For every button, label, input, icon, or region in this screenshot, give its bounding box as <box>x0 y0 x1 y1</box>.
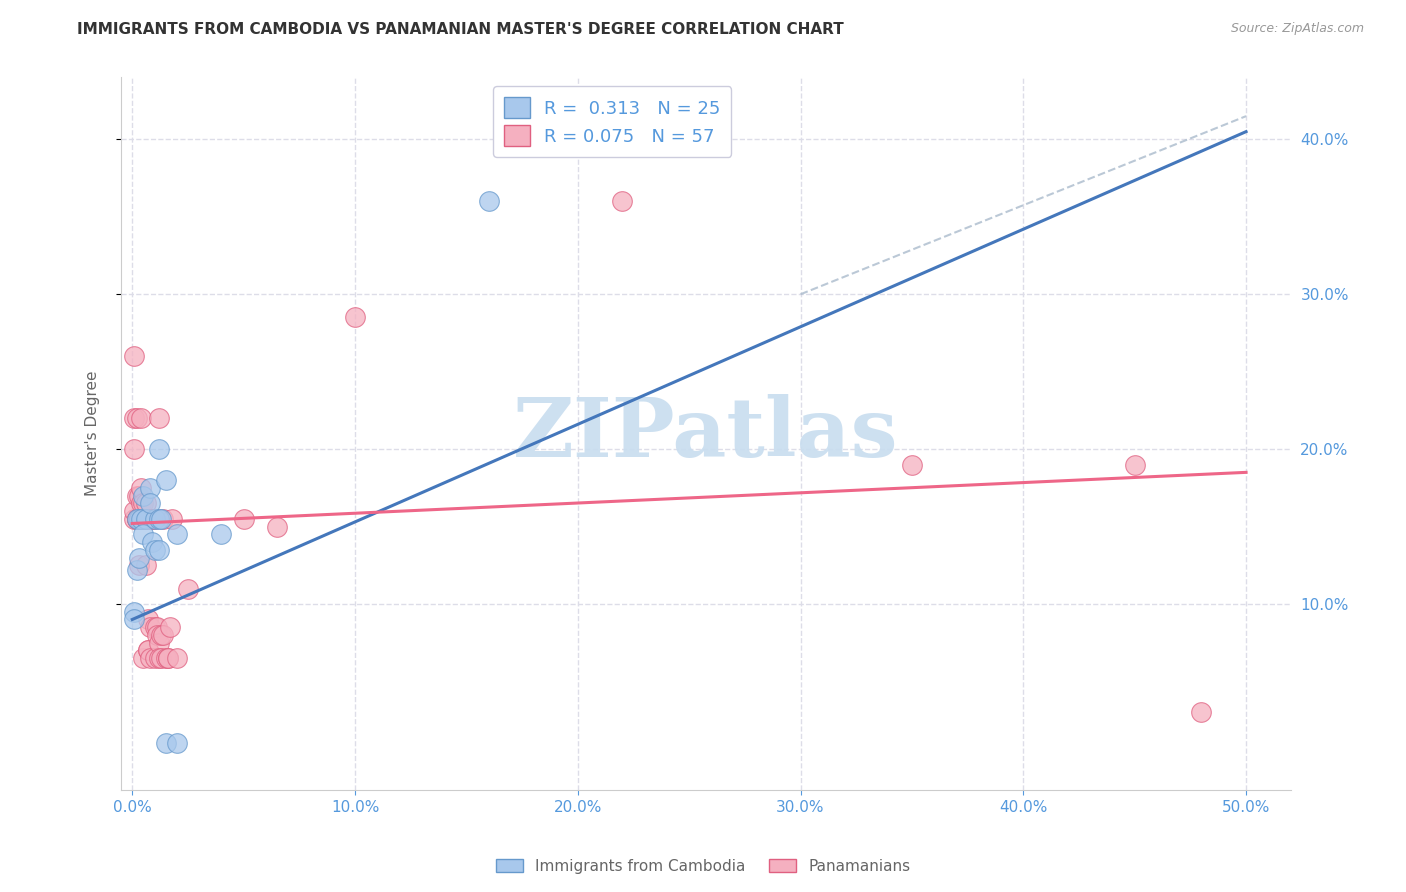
Text: Source: ZipAtlas.com: Source: ZipAtlas.com <box>1230 22 1364 36</box>
Point <box>143 542 166 557</box>
Point <box>125 563 148 577</box>
Point <box>136 643 159 657</box>
Point <box>148 411 170 425</box>
Point <box>232 512 254 526</box>
Point <box>209 527 232 541</box>
Point <box>129 411 152 425</box>
Point <box>159 620 181 634</box>
Point <box>478 194 501 209</box>
Point <box>150 512 173 526</box>
Point <box>124 349 146 363</box>
Point <box>139 481 162 495</box>
Point <box>155 651 177 665</box>
Point <box>148 442 170 457</box>
Point <box>166 651 188 665</box>
Point <box>148 512 170 526</box>
Point <box>125 489 148 503</box>
Point <box>135 512 157 526</box>
Point <box>128 512 150 526</box>
Point <box>129 481 152 495</box>
Point <box>150 651 173 665</box>
Point <box>129 496 152 510</box>
Point <box>141 512 163 526</box>
Text: IMMIGRANTS FROM CAMBODIA VS PANAMANIAN MASTER'S DEGREE CORRELATION CHART: IMMIGRANTS FROM CAMBODIA VS PANAMANIAN M… <box>77 22 844 37</box>
Point <box>143 512 166 526</box>
Point <box>148 636 170 650</box>
Point <box>125 512 148 526</box>
Point <box>124 504 146 518</box>
Point <box>132 496 155 510</box>
Point <box>141 512 163 526</box>
Point <box>135 496 157 510</box>
Point <box>125 411 148 425</box>
Legend: R =  0.313   N = 25, R = 0.075   N = 57: R = 0.313 N = 25, R = 0.075 N = 57 <box>494 87 731 157</box>
Point <box>148 651 170 665</box>
Point <box>128 550 150 565</box>
Point <box>124 442 146 457</box>
Point <box>1191 706 1213 720</box>
Point <box>266 519 288 533</box>
Point <box>166 527 188 541</box>
Point <box>146 620 169 634</box>
Point <box>135 512 157 526</box>
Point <box>139 651 162 665</box>
Point <box>124 411 146 425</box>
Point <box>128 512 150 526</box>
Y-axis label: Master's Degree: Master's Degree <box>86 371 100 496</box>
Text: ZIPatlas: ZIPatlas <box>513 393 898 474</box>
Point <box>124 605 146 619</box>
Point <box>177 582 200 596</box>
Point <box>156 651 179 665</box>
Point <box>901 458 924 472</box>
Point <box>128 512 150 526</box>
Point <box>124 512 146 526</box>
Point <box>125 512 148 526</box>
Point <box>139 496 162 510</box>
Point <box>124 612 146 626</box>
Legend: Immigrants from Cambodia, Panamanians: Immigrants from Cambodia, Panamanians <box>489 853 917 880</box>
Point <box>150 628 173 642</box>
Point <box>344 310 367 325</box>
Point <box>125 512 148 526</box>
Point <box>146 628 169 642</box>
Point <box>155 736 177 750</box>
Point <box>132 651 155 665</box>
Point <box>139 620 162 634</box>
Point <box>143 620 166 634</box>
Point <box>125 512 148 526</box>
Point <box>132 489 155 503</box>
Point <box>129 512 152 526</box>
Point <box>162 512 184 526</box>
Point <box>152 628 174 642</box>
Point <box>132 527 155 541</box>
Point <box>136 612 159 626</box>
Point <box>132 512 155 526</box>
Point <box>143 651 166 665</box>
Point <box>141 535 163 549</box>
Point <box>136 643 159 657</box>
Point <box>148 542 170 557</box>
Point <box>152 512 174 526</box>
Point <box>135 558 157 573</box>
Point <box>143 512 166 526</box>
Point <box>612 194 634 209</box>
Point <box>156 651 179 665</box>
Point <box>1123 458 1146 472</box>
Point <box>128 512 150 526</box>
Point <box>166 736 188 750</box>
Point <box>128 489 150 503</box>
Point <box>155 473 177 487</box>
Point <box>128 558 150 573</box>
